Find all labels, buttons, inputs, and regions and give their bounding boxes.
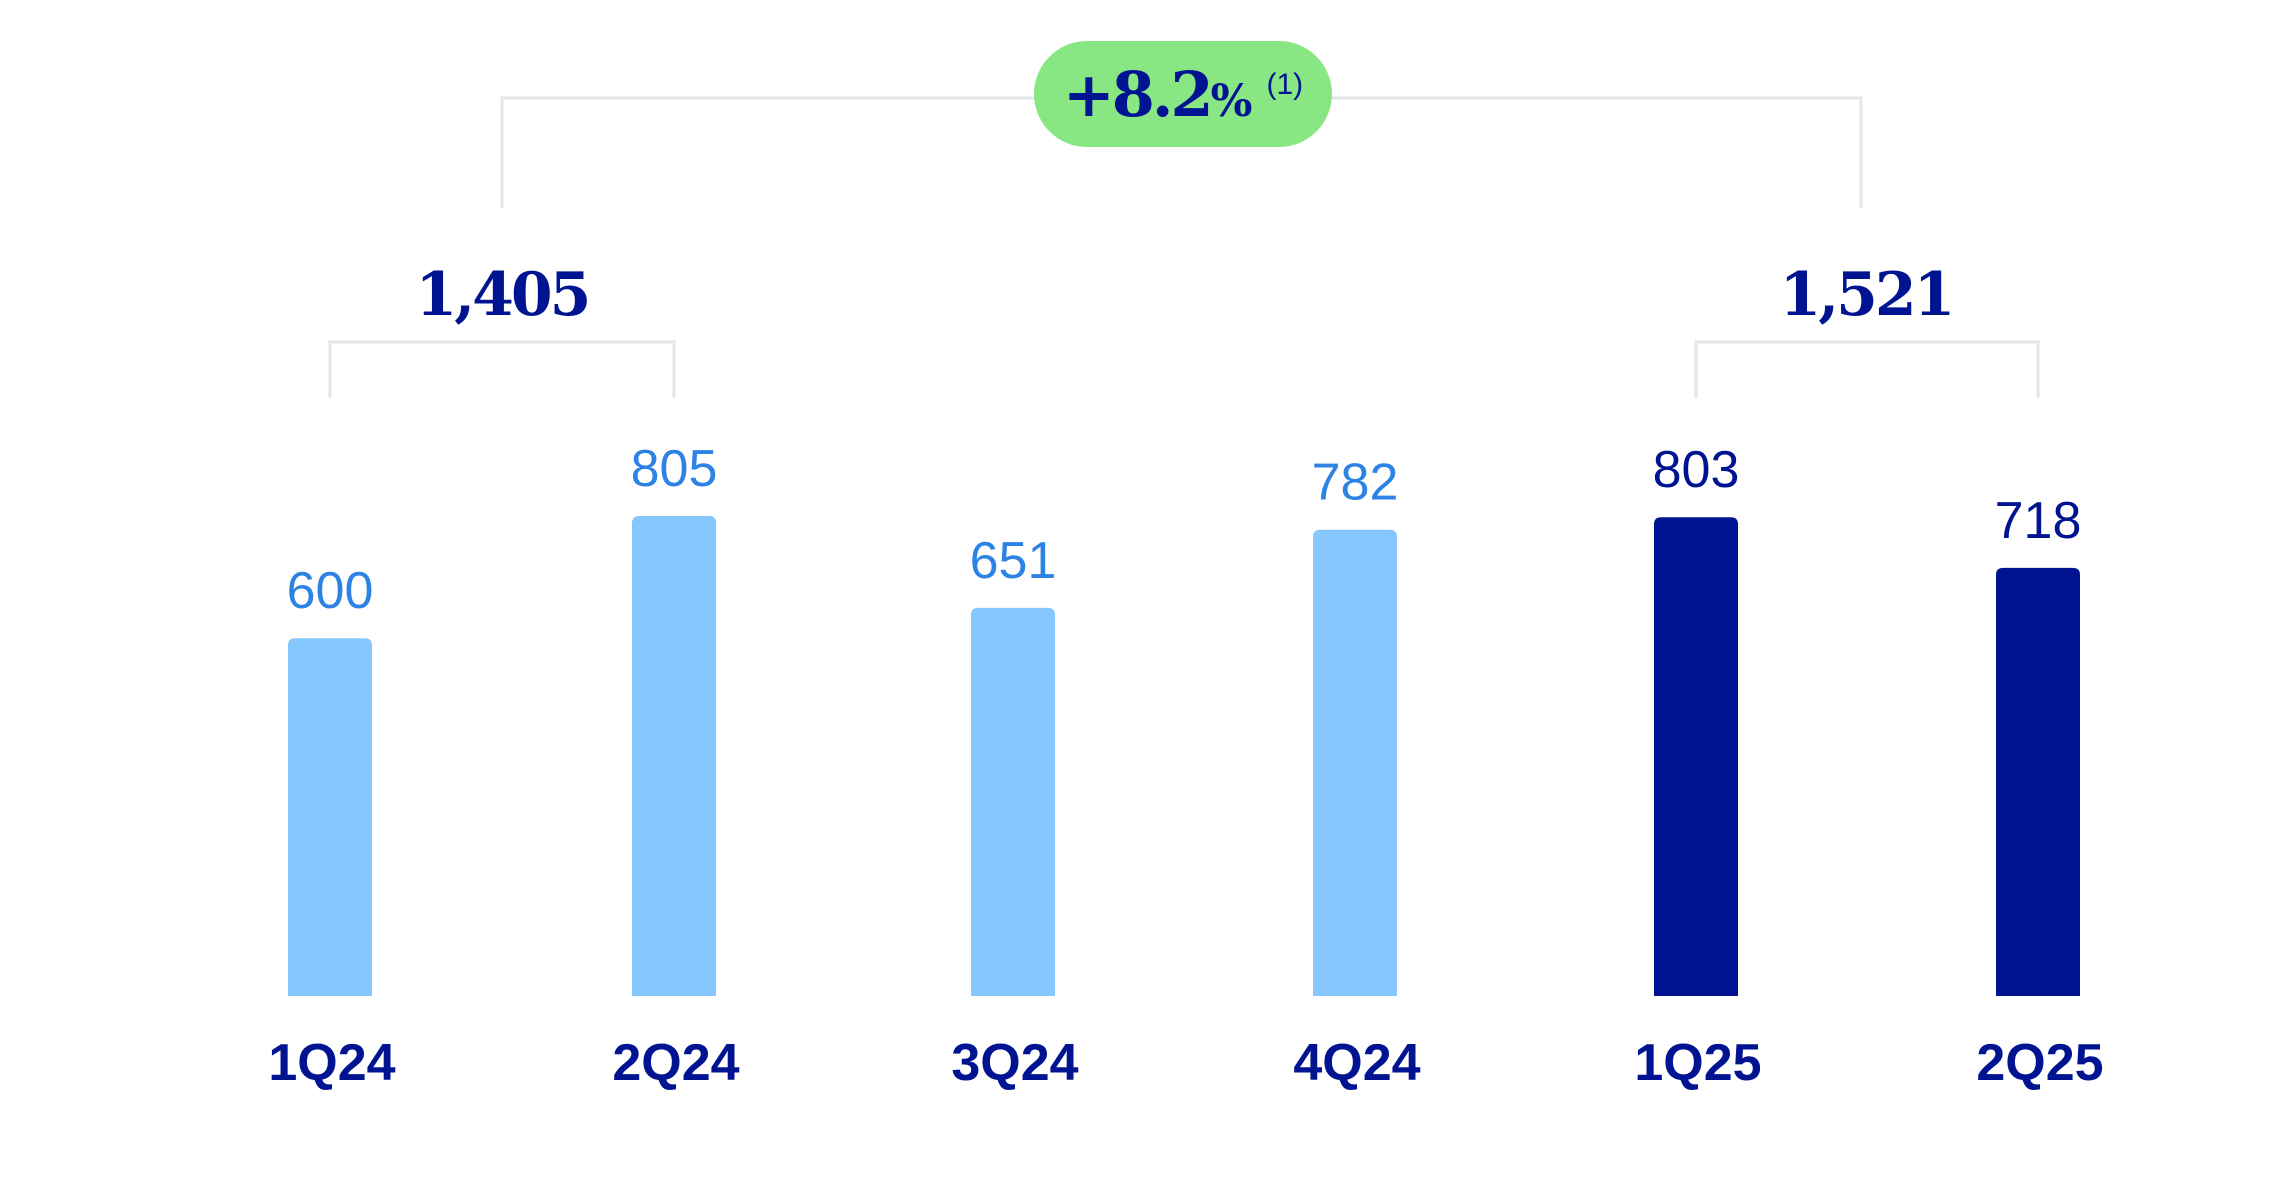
total-label-2024: 1,405 xyxy=(416,260,589,330)
value-label-4q24: 782 xyxy=(1312,454,1399,512)
growth-badge-unit: % xyxy=(1211,76,1253,127)
category-label-1q24: 1Q24 xyxy=(268,1034,395,1092)
half-year-bracket-2024 xyxy=(328,340,676,398)
growth-badge-footnote: (1) xyxy=(1266,68,1303,101)
bars-group xyxy=(288,516,2080,996)
bar-2q25 xyxy=(1996,567,2080,996)
category-label-2q25: 2Q25 xyxy=(1976,1034,2103,1092)
bar-1q25 xyxy=(1654,517,1738,996)
category-label-3q24: 3Q24 xyxy=(951,1034,1078,1092)
value-label-1q25: 803 xyxy=(1653,441,1740,499)
bar-4q24 xyxy=(1313,529,1397,996)
growth-badge-background xyxy=(1034,41,1332,147)
value-labels-group: 600 805 651 782 803 718 xyxy=(287,440,2082,620)
growth-badge-value: +8.2 xyxy=(1063,58,1211,131)
value-label-2q24: 805 xyxy=(631,440,718,498)
total-label-2025: 1,521 xyxy=(1780,260,1953,330)
growth-badge-text: +8.2% (1) xyxy=(1063,58,1303,131)
value-label-1q24: 600 xyxy=(287,562,374,620)
half-year-bracket-2025 xyxy=(1694,340,2040,398)
bar-1q24 xyxy=(288,638,372,996)
category-label-2q24: 2Q24 xyxy=(612,1034,739,1092)
category-label-4q24: 4Q24 xyxy=(1293,1034,1420,1092)
growth-badge: +8.2% (1) xyxy=(1034,41,1332,147)
value-label-2q25: 718 xyxy=(1995,492,2082,550)
value-label-3q24: 651 xyxy=(970,532,1057,590)
bar-3q24 xyxy=(971,607,1055,996)
category-label-1q25: 1Q25 xyxy=(1634,1034,1761,1092)
category-labels-group: 1Q24 2Q24 3Q24 4Q24 1Q25 2Q25 xyxy=(268,1034,2103,1092)
bar-2q24 xyxy=(632,516,716,996)
